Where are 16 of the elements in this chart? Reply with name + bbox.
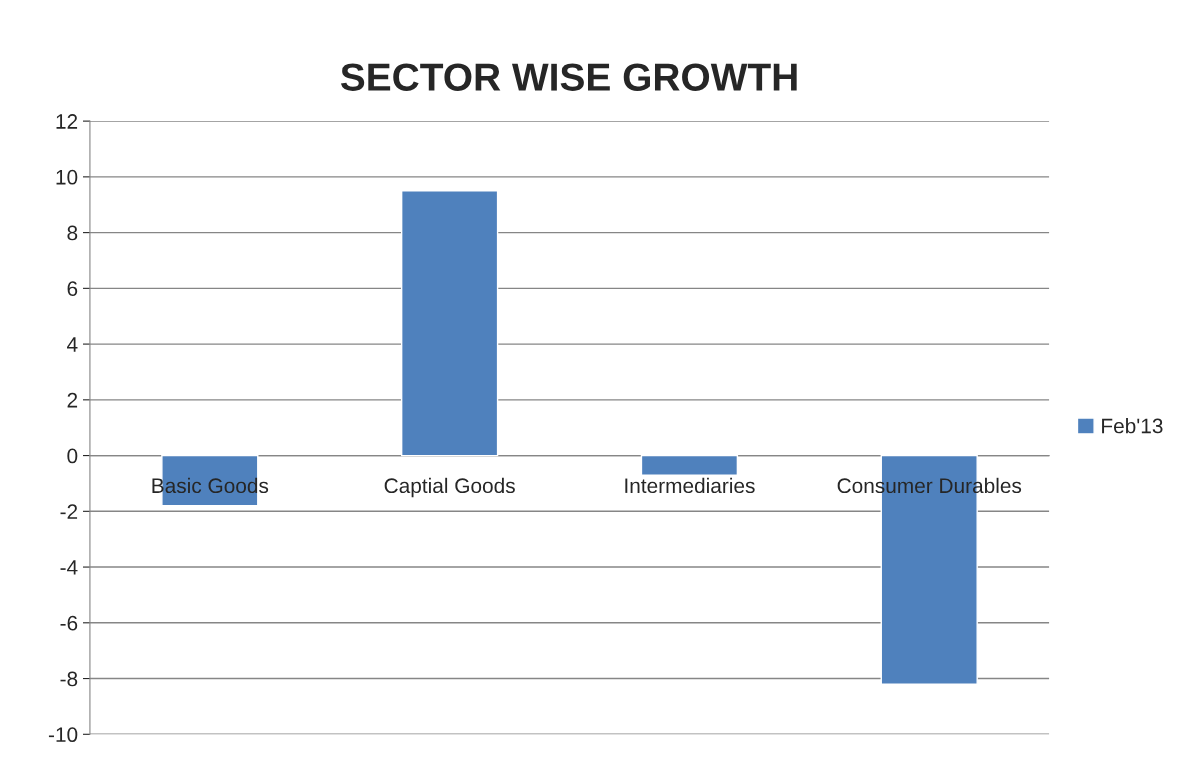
x-tick-label: Captial Goods <box>384 477 515 498</box>
y-tick-label: 0 <box>67 448 78 464</box>
y-tick-label: -6 <box>60 615 78 631</box>
y-tick-label: 12 <box>56 114 78 129</box>
y-tick-label: 8 <box>67 225 78 241</box>
y-tick-label: -2 <box>60 504 78 519</box>
y-tick-label: -4 <box>60 560 78 575</box>
legend-label: Feb'13 <box>1102 418 1163 434</box>
y-tick-label: 2 <box>67 392 78 408</box>
y-tick-label: -10 <box>48 727 78 743</box>
y-tick-label: 4 <box>67 337 78 352</box>
y-tick-label: 6 <box>67 281 78 297</box>
y-tick-label: 10 <box>56 169 78 185</box>
chart-title: SECTOR WISE GROWTH <box>340 63 797 91</box>
y-tick-label: -8 <box>60 671 78 687</box>
x-tick-label: Intermediaries <box>625 477 755 494</box>
